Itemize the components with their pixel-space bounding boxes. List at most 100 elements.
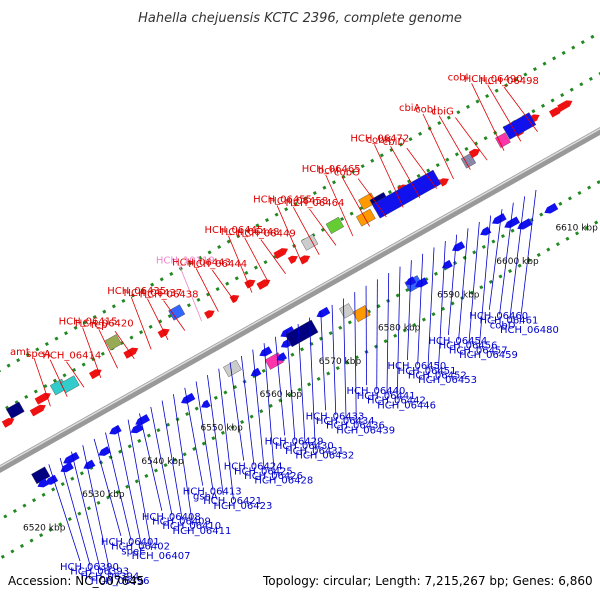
tick-mark [72, 367, 77, 372]
tick-mark [211, 436, 216, 441]
tick-mark [245, 228, 250, 233]
map-title: Hahella chejuensis KCTC 2396, complete g… [138, 11, 462, 26]
gene-block [355, 208, 376, 227]
gene-label-bottom: HCH_06446 [377, 400, 436, 411]
gene-block [284, 319, 319, 348]
gene-label-bottom: speE [121, 546, 145, 557]
reverse-gene [441, 259, 453, 269]
tick-mark [284, 207, 289, 212]
tick-mark [536, 252, 541, 257]
tick-mark [584, 225, 589, 231]
tick-mark [19, 543, 25, 549]
tick-mark [48, 527, 53, 532]
gene-label-top: cbiG [431, 107, 453, 118]
leader-line [147, 298, 169, 341]
leader-line [519, 189, 537, 325]
leader-line [373, 144, 404, 208]
tick-mark [163, 463, 168, 468]
kbp-label: 6520 kbp [23, 524, 66, 534]
gene-label-top: HCH_06472 [350, 133, 409, 144]
tick-mark [287, 393, 292, 398]
reverse-gene [130, 423, 144, 434]
reverse-gene [201, 399, 211, 408]
reverse-gene [135, 414, 150, 426]
reverse-gene [480, 226, 492, 236]
tick-mark [194, 406, 199, 411]
tick-mark [106, 495, 111, 500]
gene-label-bottom: HCH_06460 [469, 311, 528, 322]
reverse-gene [259, 346, 273, 357]
tick-mark [483, 136, 488, 141]
leader-line [48, 464, 81, 562]
gene-label-top: cobK [367, 135, 392, 146]
gene-label-top: HCH_06438 [140, 290, 199, 301]
dotted-tick-rows [0, 30, 600, 559]
leader-line [98, 329, 118, 369]
tick-mark [316, 376, 321, 381]
gene-label-top: HCH_06464 [286, 198, 345, 209]
leader-line [478, 215, 492, 350]
leader-line [275, 336, 286, 436]
reverse-gene [109, 424, 122, 435]
leader-line [263, 343, 275, 475]
tick-mark [118, 449, 123, 454]
tick-mark [52, 378, 57, 383]
tick-mark [31, 498, 37, 503]
kbp-label: 6610 kbp [555, 224, 598, 234]
kbp-label: 6580 kbp [378, 324, 421, 334]
gene-label-top: HCH_06448 [221, 227, 280, 238]
gene-block [223, 359, 242, 378]
tick-mark [16, 358, 21, 363]
gene-label-bottom: HCH_06396 [91, 576, 150, 587]
leader-line [427, 247, 435, 370]
leader-line [309, 208, 337, 246]
reverse-gene [250, 367, 262, 377]
gene-label-bottom: HCH_06393 [70, 567, 129, 578]
tick-mark [111, 304, 116, 309]
tick-mark [188, 261, 193, 266]
tick-mark [360, 164, 365, 169]
tick-mark [225, 281, 230, 286]
tick-mark [58, 522, 63, 527]
tick-mark [488, 279, 493, 284]
tick-mark [274, 212, 279, 217]
tick-mark [500, 234, 505, 239]
leader-line [422, 113, 454, 180]
tick-mark [6, 363, 11, 368]
tick-mark [437, 120, 442, 126]
tick-mark [165, 422, 171, 427]
tick-mark [201, 441, 206, 446]
leader-line [66, 361, 85, 388]
leader-line [499, 202, 514, 315]
leader-line [407, 260, 412, 361]
tick-mark [335, 366, 340, 371]
leader-line [71, 451, 101, 571]
reverse-gene [280, 326, 296, 338]
tick-mark [446, 115, 451, 120]
tick-mark [79, 471, 84, 476]
tick-mark [435, 163, 440, 168]
gene-label-bottom: HCH_06454 [428, 336, 487, 347]
reverse-gene [98, 446, 111, 456]
forward-gene [468, 148, 481, 159]
tick-mark [290, 352, 295, 357]
tick-mark [297, 387, 302, 392]
tick-mark [185, 411, 190, 417]
gene-block [5, 401, 25, 419]
leader-line [163, 300, 186, 331]
gene-label-bottom: HCH_06402 [111, 542, 170, 553]
tick-mark [594, 220, 599, 225]
gene-label-top: HCH_06420 [75, 318, 134, 329]
gene-block [325, 216, 345, 234]
tick-mark [481, 244, 486, 249]
tick-mark [121, 298, 126, 303]
tick-mark [338, 325, 343, 330]
gene-label-bottom: HCH_06432 [295, 451, 354, 462]
tick-mark [299, 347, 305, 352]
tick-mark [159, 277, 164, 282]
gene-label-bottom: HCH_06394 [80, 571, 139, 582]
tick-mark [236, 234, 241, 239]
gene-features [1, 100, 573, 488]
gene-label-top: HCH_06444 [188, 259, 247, 270]
leader-line [437, 241, 446, 375]
